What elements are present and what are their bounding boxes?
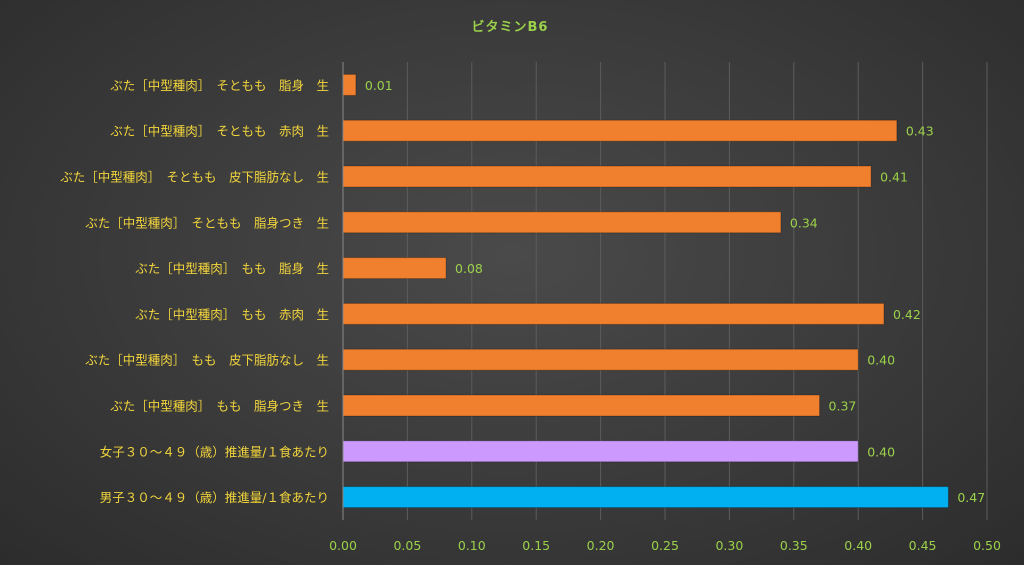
x-tick-label: 0.45 [909, 538, 937, 553]
x-tick-label: 0.05 [393, 538, 421, 553]
category-label: ぶた［中型種肉］ そともも 皮下脂肪なし 生 [60, 170, 329, 185]
bars [342, 73, 949, 509]
x-tick-labels: 0.00 0.05 0.10 0.15 0.20 0.25 0.30 0.35 0.40 0.45… [329, 538, 1001, 553]
bar [342, 73, 357, 96]
data-label: 0.37 [829, 399, 857, 414]
data-label: 0.41 [880, 170, 908, 185]
chart-title: ビタミンB6 [472, 19, 549, 35]
x-tick-label: 0.40 [844, 538, 872, 553]
bar [342, 119, 898, 142]
data-label: 0.43 [906, 124, 934, 139]
data-label: 0.34 [790, 215, 818, 230]
bar [342, 302, 885, 325]
bar [342, 257, 447, 280]
category-label: ぶた［中型種肉］ もも 赤肉 生 [135, 307, 329, 322]
bar [342, 211, 782, 234]
data-label: 0.40 [867, 444, 895, 459]
value-labels: 0.01 0.43 0.41 0.34 0.08 0.42 0.40 0.37 0.40 0.47 [365, 78, 985, 505]
x-tick-label: 0.15 [522, 538, 550, 553]
x-tick-label: 0.00 [329, 538, 357, 553]
data-label: 0.40 [867, 353, 895, 368]
data-label: 0.47 [957, 490, 985, 505]
x-tick-label: 0.10 [458, 538, 486, 553]
x-tick-label: 0.25 [651, 538, 679, 553]
bar [342, 440, 859, 463]
category-label: ぶた［中型種肉］ そともも 脂身 生 [110, 78, 329, 93]
data-label: 0.42 [893, 307, 921, 322]
bar [342, 486, 949, 509]
category-labels: ぶた［中型種肉］ そともも 脂身 生ぶた［中型種肉］ そともも 赤肉 生ぶた［中… [60, 78, 329, 505]
category-label: ぶた［中型種肉］ そともも 赤肉 生 [110, 124, 329, 139]
x-tick-label: 0.50 [973, 538, 1001, 553]
category-label: ぶた［中型種肉］ そともも 脂身つき 生 [85, 215, 329, 230]
bar [342, 394, 821, 417]
x-tick-label: 0.30 [715, 538, 743, 553]
bar [342, 348, 859, 371]
category-label: 男子３０～４９（歳）推進量/１食あたり [100, 490, 329, 505]
x-tick-label: 0.35 [780, 538, 808, 553]
x-tick-label: 0.20 [587, 538, 615, 553]
data-label: 0.01 [365, 78, 393, 93]
category-label: ぶた［中型種肉］ もも 脂身つき 生 [110, 399, 329, 414]
bar [342, 165, 872, 188]
category-label: ぶた［中型種肉］ もも 脂身 生 [135, 261, 329, 276]
data-label: 0.08 [455, 261, 483, 276]
category-label: ぶた［中型種肉］ もも 皮下脂肪なし 生 [85, 353, 329, 368]
category-label: 女子３０～４９（歳）推進量/１食あたり [100, 444, 329, 459]
